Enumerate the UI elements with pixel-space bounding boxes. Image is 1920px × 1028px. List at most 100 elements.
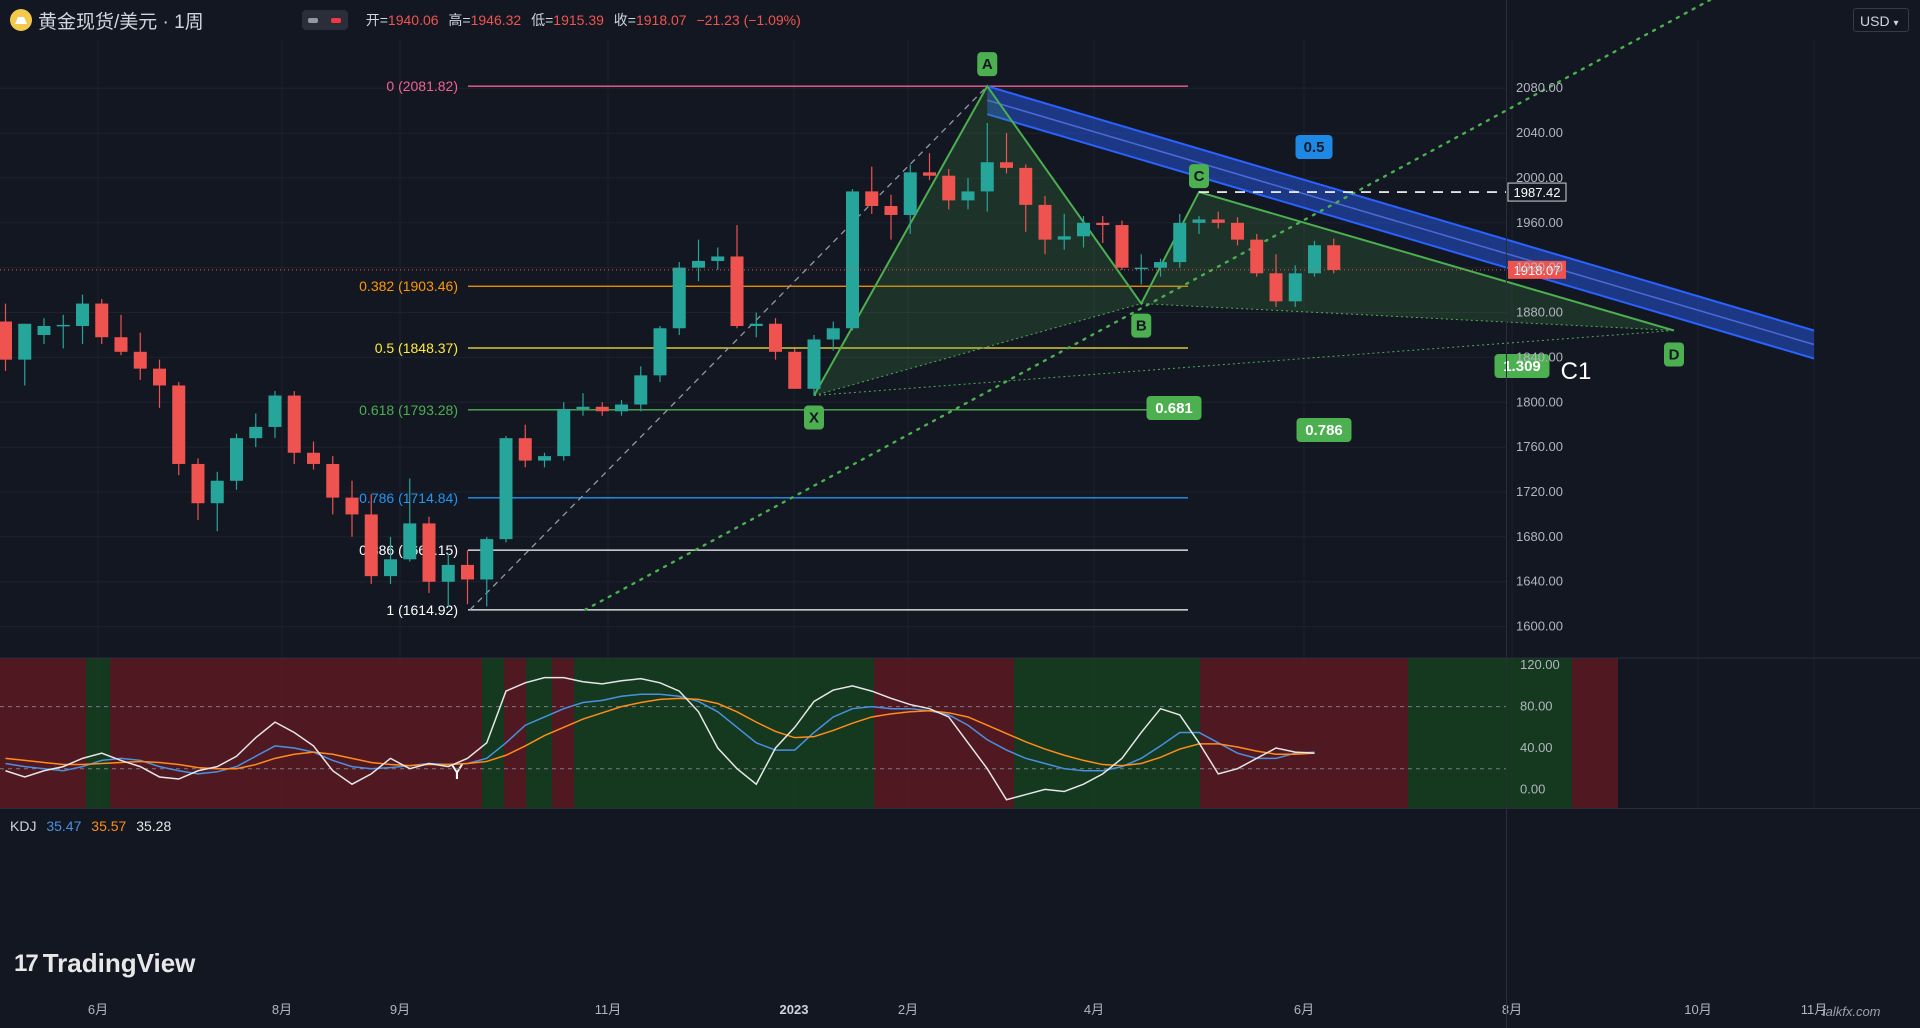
pattern-xb-ratio <box>813 303 1142 397</box>
current-price-label: 1918.07 <box>1514 263 1561 278</box>
label-y: Y <box>450 759 465 784</box>
time-tick-label: 2月 <box>898 1002 918 1017</box>
candle-body <box>672 267 686 329</box>
tradingview-logo: 17 TradingView <box>14 948 196 978</box>
pattern-point-d-box <box>1664 342 1684 367</box>
candle-body <box>961 191 975 201</box>
candle-body <box>114 337 128 352</box>
price-tick-label: 2000.00 <box>1516 170 1563 185</box>
kdj-region-red <box>874 658 1014 808</box>
pattern-point-x-text: X <box>809 410 819 427</box>
candle-body <box>1327 245 1341 270</box>
candle-body <box>807 339 821 389</box>
pattern-ratio-label-box <box>1146 396 1202 420</box>
candle-body <box>557 409 571 457</box>
pattern-point-a: A <box>977 52 998 77</box>
candle-body <box>1000 162 1013 168</box>
open-value: 1940.06 <box>387 12 439 28</box>
fib-level-label: 0.786 (1714.84) <box>359 490 458 506</box>
pattern-point-d-text: D <box>1669 346 1680 363</box>
candle-body <box>153 368 166 386</box>
candle-body <box>826 328 840 340</box>
chevron-down-icon: ▾ <box>1893 18 1899 29</box>
kdj-line-d <box>5 697 1315 770</box>
candle-body <box>1134 267 1148 270</box>
kdj-indicator <box>0 676 1506 801</box>
pattern-ratio-label-box <box>1494 354 1550 378</box>
candle-body <box>56 324 70 327</box>
fib-level-label: 0 (2081.82) <box>386 78 458 94</box>
candle-body <box>692 260 705 268</box>
kdj-region-red <box>504 658 526 808</box>
candle-body <box>769 323 782 352</box>
tradingview-icon: 17 <box>14 949 39 977</box>
candle-body <box>1192 219 1206 223</box>
fib-level-label: 0.618 (1793.28) <box>359 402 458 418</box>
pattern-point-c: C <box>1189 164 1209 189</box>
kdj-label: KDJ <box>10 818 37 834</box>
candle-body <box>249 426 263 439</box>
currency-select[interactable]: USD ▾ <box>1853 8 1909 32</box>
candle-body <box>1269 273 1283 302</box>
candle-body <box>634 375 648 405</box>
candle-body <box>980 162 994 192</box>
kdj-region-green <box>482 658 504 808</box>
pattern-ratio-label: 1.309 <box>1494 354 1550 378</box>
candle-body <box>730 256 744 327</box>
visibility-toggle-icon[interactable] <box>301 10 348 30</box>
candle-body <box>1173 222 1187 263</box>
kdj-tick-label: 0.00 <box>1520 781 1545 796</box>
pattern-ratio-label: 0.681 <box>1146 396 1202 420</box>
price-tick-label: 1960.00 <box>1516 215 1563 230</box>
close-value: 1918.07 <box>635 12 687 28</box>
pattern-ratio-label-text: 0.681 <box>1155 400 1193 417</box>
candle-body <box>1250 239 1264 274</box>
pattern-xab-fill <box>814 86 1142 396</box>
kdj-j-value: 35.28 <box>136 818 172 834</box>
price-tick-label: 1600.00 <box>1516 619 1563 634</box>
kdj-region-red <box>1200 658 1408 808</box>
candle-body <box>788 351 802 389</box>
pattern-ratio-label: 0.786 <box>1296 418 1352 442</box>
pattern-ratio-label-text: 0.5 <box>1304 139 1325 156</box>
candle-body <box>384 559 397 577</box>
candle-body <box>1038 204 1052 240</box>
high-value: 1946.32 <box>470 12 522 28</box>
candle-body <box>76 303 89 327</box>
price-marker-box <box>1507 182 1567 202</box>
pattern-point-b-text: B <box>1136 318 1147 335</box>
candle-body <box>480 539 494 580</box>
candle-body <box>403 523 417 560</box>
time-tick-label: 11月 <box>595 1002 622 1017</box>
label-c1: C1 <box>1561 358 1592 385</box>
time-tick-label: 8月 <box>1502 1002 1522 1017</box>
kdj-d-value: 35.57 <box>91 818 127 834</box>
kdj-legend: KDJ 35.47 35.57 35.28 <box>10 818 171 834</box>
chart-header: 黄金现货/美元 · 1周 开=1940.06 高=1946.32 低=1915.… <box>0 0 1840 40</box>
price-marker-label: 1987.42 <box>1514 185 1561 200</box>
candle-body <box>191 463 205 504</box>
time-tick-label: 6月 <box>1294 1002 1314 1017</box>
channel-lower-line <box>986 113 1815 360</box>
price-tick-label: 1840.00 <box>1516 349 1563 364</box>
kdj-region-green <box>86 658 110 808</box>
kdj-region-green <box>526 658 552 808</box>
candle-body <box>95 303 109 338</box>
fibonacci-retracement[interactable]: 0 (2081.82) 0.382 (1903.46) 0.5 (1848.37) 0… <box>359 78 1188 618</box>
descending-channel[interactable] <box>986 85 1815 360</box>
price-tick-label: 1800.00 <box>1516 394 1563 409</box>
candle-body <box>1288 273 1302 302</box>
candle-body <box>884 205 898 215</box>
candle-body <box>923 172 936 176</box>
kdj-region-red <box>1572 658 1618 808</box>
candle-body <box>1308 245 1321 274</box>
symbol-title[interactable]: 黄金现货/美元 · 1周 <box>38 11 204 33</box>
time-tick-label: 11月 <box>1801 1002 1828 1017</box>
pattern-point-d: D <box>1664 342 1684 367</box>
candle-body <box>749 323 763 327</box>
pattern-point-b-box <box>1131 313 1152 338</box>
kdj-tick-label: 120.00 <box>1520 657 1560 672</box>
current-price-box <box>1508 260 1566 279</box>
